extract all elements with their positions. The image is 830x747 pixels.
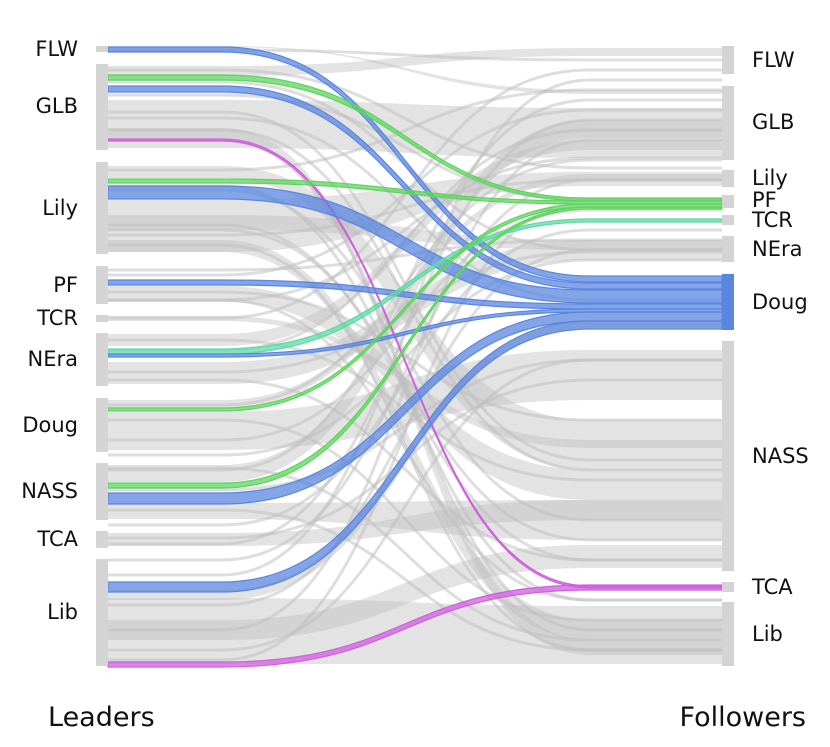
gray-link	[108, 88, 722, 172]
gray-link	[108, 228, 722, 542]
leader-node-tcr	[96, 315, 108, 322]
gray-link	[108, 156, 722, 302]
leader-label-lily: Lily	[42, 196, 78, 220]
gray-link	[108, 78, 722, 577]
leader-label-nera: NEra	[28, 347, 78, 371]
follower-node-flw	[722, 46, 734, 74]
leader-label-doug: Doug	[22, 413, 78, 437]
follower-label-doug: Doug	[752, 290, 808, 314]
leader-label-tcr: TCR	[36, 306, 78, 330]
gray-link	[108, 228, 722, 527]
gray-link	[108, 128, 722, 472]
follower-node-nass	[722, 341, 734, 571]
leader-node-doug	[96, 398, 108, 452]
gray-link	[108, 48, 722, 76]
leader-node-tca	[96, 531, 108, 548]
follower-node-lily	[722, 170, 734, 187]
leader-node-flw	[96, 46, 108, 52]
gray-link	[108, 418, 722, 622]
leader-node-nera	[96, 333, 108, 386]
leader-label-flw: FLW	[35, 37, 78, 61]
follower-node-tcr	[722, 215, 734, 225]
gray-link	[108, 378, 722, 562]
follower-label-pf: PF	[752, 188, 777, 212]
follower-label-glb: GLB	[752, 110, 794, 134]
gray-link	[108, 358, 722, 652]
follower-label-lib: Lib	[752, 622, 783, 646]
leader-label-tca: TCA	[36, 527, 78, 551]
follower-label-nera: NEra	[752, 237, 802, 261]
gray-link	[108, 545, 722, 640]
link-nass-to-pf	[107, 206, 723, 489]
followers-column-title: Followers	[680, 702, 806, 733]
follower-label-flw: FLW	[752, 48, 795, 72]
gray-link	[108, 48, 722, 62]
follower-label-nass: NASS	[752, 444, 809, 468]
follower-label-lily: Lily	[752, 166, 788, 190]
leader-label-lib: Lib	[47, 600, 78, 624]
follower-label-tcr: TCR	[751, 208, 793, 232]
leader-node-lily	[96, 162, 108, 254]
follower-node-lib	[722, 602, 734, 666]
gray-link	[108, 500, 722, 540]
follower-node-nera	[722, 236, 734, 262]
follower-node-pf	[722, 195, 734, 208]
gray-links-group	[108, 46, 722, 664]
nodes-group	[96, 46, 734, 666]
labels-group: FLWGLBLilyPFTCRNEraDougNASSTCALibFLWGLBL…	[21, 37, 809, 646]
leader-node-glb	[96, 64, 108, 150]
leader-node-lib	[96, 559, 108, 666]
follower-node-glb	[722, 86, 734, 160]
follower-node-tca	[722, 582, 734, 592]
leader-node-pf	[96, 266, 108, 304]
follower-node-doug	[722, 274, 734, 330]
gray-link	[108, 258, 722, 457]
follower-label-tca: TCA	[751, 575, 793, 599]
gray-link	[108, 178, 722, 237]
leader-label-nass: NASS	[21, 479, 78, 503]
leader-label-pf: PF	[53, 273, 78, 297]
leader-node-nass	[96, 463, 108, 520]
gray-link	[108, 250, 722, 374]
leaders-column-title: Leaders	[48, 702, 155, 733]
leader-label-glb: GLB	[36, 94, 78, 118]
gray-link	[108, 68, 722, 170]
